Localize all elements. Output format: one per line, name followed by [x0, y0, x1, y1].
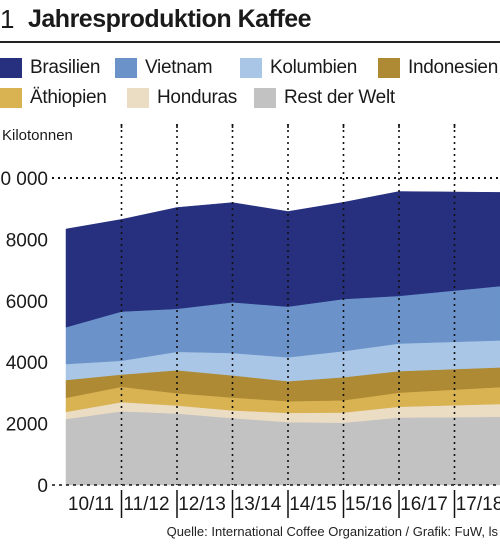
x-tick-label: 14/15	[289, 494, 337, 515]
legend-item-rest-der-welt: Rest der Welt	[254, 86, 395, 110]
x-tick-label: 12/13	[178, 494, 226, 515]
area-layers	[65, 191, 500, 486]
y-tick-label: 8000	[6, 230, 48, 251]
area-rest-der-welt	[65, 411, 500, 486]
legend-item-honduras: Honduras	[127, 86, 237, 110]
chart-header: 1 Jahresproduktion Kaffee	[0, 0, 500, 50]
legend-item-aethiopien: Äthiopien	[0, 86, 107, 110]
y-tick-label: 6000	[6, 292, 48, 313]
x-tick-label: 15/16	[345, 494, 393, 515]
y-axis-unit-label: Kilotonnen	[2, 127, 73, 144]
x-tick-label: 10/11	[68, 494, 114, 515]
legend-item-kolumbien: Kolumbien	[240, 56, 357, 80]
legend-label-vietnam: Vietnam	[145, 57, 213, 78]
x-axis-ticks: 10/11 11/12 12/13 13/14 14/15 15/16 16/17 17/18	[68, 490, 500, 518]
title-rule	[0, 41, 500, 43]
y-tick-label: 10 000	[0, 169, 48, 190]
y-tick-label: 4000	[6, 353, 48, 374]
legend-label-indonesien: Indonesien	[408, 57, 498, 78]
legend-swatch-brasilien	[0, 58, 22, 78]
figure-number: 1	[0, 4, 15, 34]
legend-swatch-kolumbien	[240, 58, 262, 78]
legend-swatch-aethiopien	[0, 88, 22, 108]
legend-label-aethiopien: Äthiopien	[30, 87, 107, 108]
legend-label-rest-der-welt: Rest der Welt	[284, 87, 395, 108]
legend-label-brasilien: Brasilien	[30, 57, 101, 78]
legend-swatch-vietnam	[115, 58, 137, 78]
legend-label-honduras: Honduras	[157, 87, 237, 108]
legend-item-brasilien: Brasilien	[0, 56, 100, 80]
legend-item-indonesien: Indonesien	[378, 56, 498, 80]
x-tick-label: 17/18	[456, 494, 500, 515]
source-credit: Quelle: International Coffee Organizatio…	[166, 524, 498, 539]
legend-label-kolumbien: Kolumbien	[270, 57, 358, 78]
y-tick-label: 0	[37, 476, 48, 497]
y-axis-ticks: 0 2000 4000 6000 8000 10 000	[0, 169, 48, 497]
x-tick-label: 16/17	[400, 494, 448, 515]
gridlines	[52, 124, 500, 486]
x-tick-label: 11/12	[123, 494, 169, 515]
y-tick-label: 2000	[6, 415, 48, 436]
legend-swatch-indonesien	[378, 58, 400, 78]
x-tick-label: 13/14	[234, 494, 282, 515]
legend-item-vietnam: Vietnam	[115, 56, 213, 80]
chart-title: Jahresproduktion Kaffee	[28, 5, 312, 33]
legend-swatch-rest-der-welt	[254, 88, 276, 108]
area-brasilien	[65, 191, 500, 328]
legend-swatch-honduras	[127, 88, 149, 108]
